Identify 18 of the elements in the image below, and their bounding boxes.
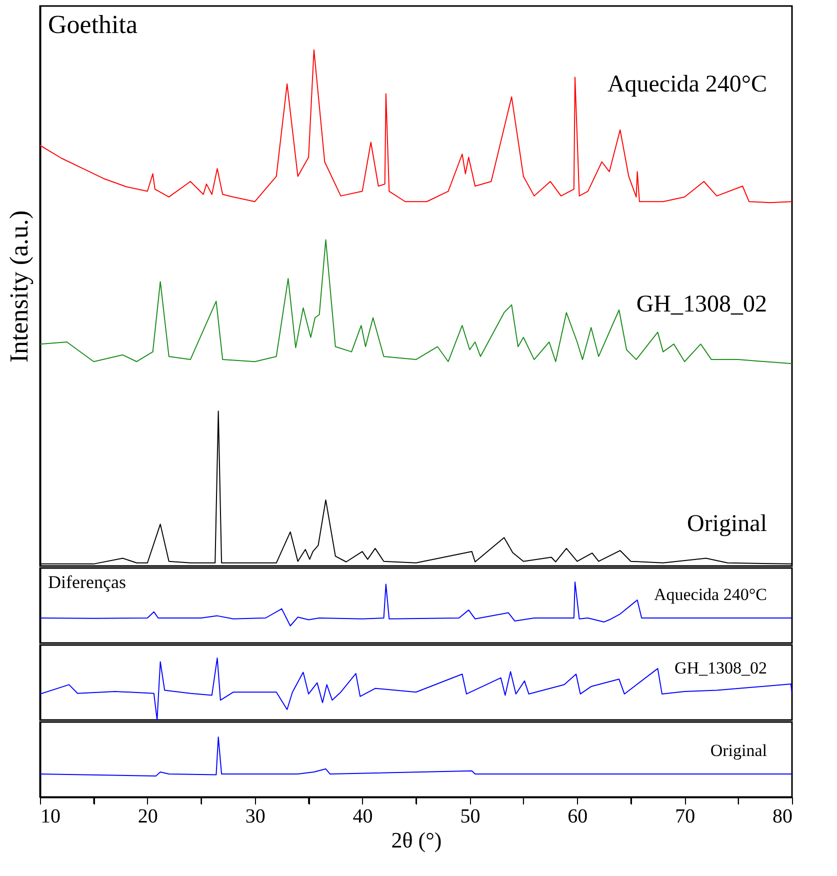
- text: Goethita: [48, 10, 138, 39]
- series-label: Original: [710, 741, 768, 760]
- x-tick-label: 60: [568, 806, 588, 828]
- x-tick-label: 30: [245, 806, 266, 828]
- x-tick-label: 50: [460, 806, 480, 828]
- x-tick-label: 80: [772, 806, 792, 828]
- series-label: Original: [687, 510, 768, 537]
- series-label: Aquecida 240°C: [654, 585, 767, 604]
- series-label: Aquecida 240°C: [607, 72, 767, 98]
- y-axis-title: Intensity (a.u.): [4, 210, 34, 363]
- annotation: Diferenças: [48, 572, 126, 592]
- x-tick-label: 70: [675, 806, 696, 828]
- x-tick-label: 10: [40, 806, 60, 828]
- series-label: GH_1308_02: [636, 292, 767, 318]
- x-axis-title: 2θ (°): [391, 828, 442, 852]
- x-tick-label: 20: [138, 806, 158, 828]
- x-tick-label: 40: [352, 806, 373, 828]
- series-label: GH_1308_02: [674, 658, 767, 678]
